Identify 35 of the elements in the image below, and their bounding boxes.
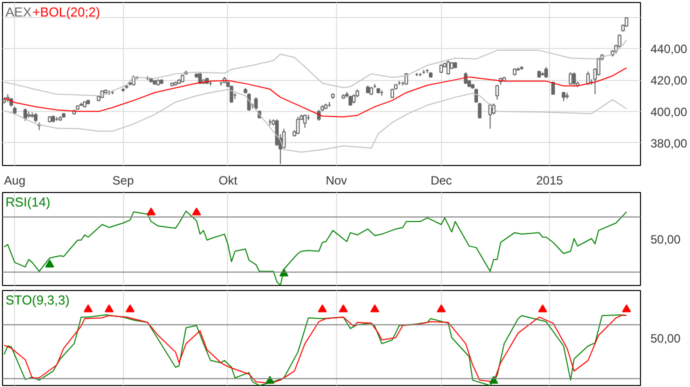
text: RSI(14) — [6, 194, 50, 210]
candlestick — [446, 60, 450, 76]
candlestick — [34, 112, 38, 123]
line-series — [4, 67, 628, 118]
x-tick-label: Sep — [112, 174, 134, 188]
line-series — [4, 39, 628, 96]
candlestick — [478, 102, 482, 119]
candlestick — [230, 85, 234, 104]
x-tick-label: Aug — [4, 174, 26, 188]
y-tick-label: 380,00 — [650, 136, 688, 150]
candlestick — [303, 114, 307, 128]
candlestick — [568, 72, 572, 86]
text: 50,00 — [650, 332, 681, 346]
candlestick — [352, 94, 356, 104]
text: +BOL(20;2) — [32, 4, 100, 20]
candlestick — [23, 108, 28, 122]
text: 50,00 — [650, 232, 681, 246]
y-tick-label: 440,00 — [650, 42, 688, 56]
candlestick — [596, 58, 600, 76]
text: AEX — [6, 4, 32, 20]
candlestick — [572, 72, 576, 86]
candlestick — [618, 34, 622, 50]
x-tick-label: Dec — [430, 174, 452, 188]
series-label: STO(9,3,3) — [6, 292, 70, 308]
candlestick — [624, 16, 628, 28]
x-tick-label: 2015 — [536, 174, 564, 188]
candlestick — [296, 116, 300, 135]
x-tick-label: Okt — [218, 174, 238, 188]
line-series — [4, 88, 628, 153]
y-tick-label: 420,00 — [650, 74, 688, 88]
candlestick — [474, 88, 478, 104]
candlestick — [198, 72, 202, 84]
candlestick — [495, 84, 499, 100]
y-tick-label: 400,00 — [650, 104, 688, 119]
x-tick-label: Nov — [326, 174, 348, 188]
